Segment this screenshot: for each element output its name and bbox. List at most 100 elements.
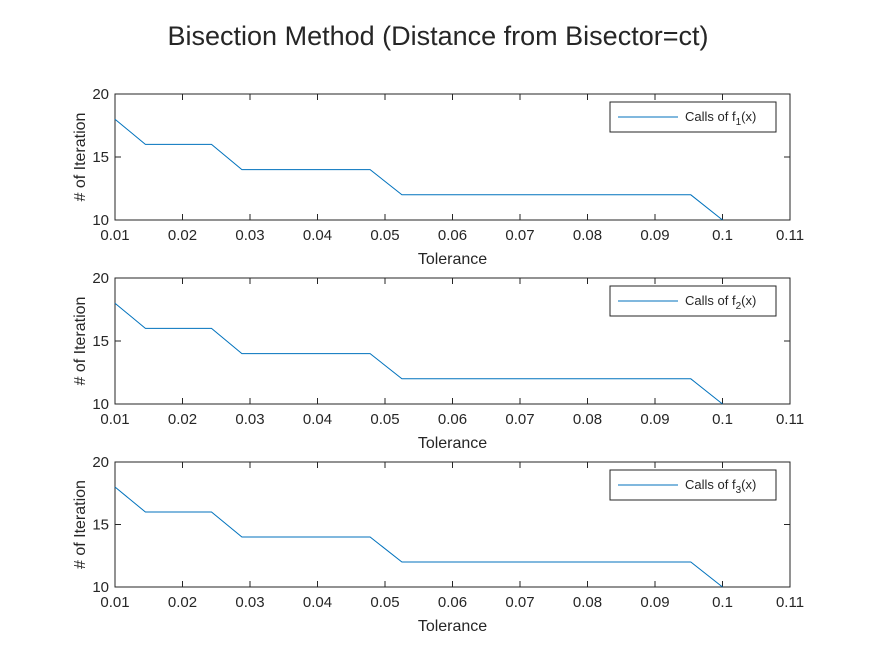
data-point [115, 119, 116, 120]
x-tick-label: 0.08 [573, 227, 602, 244]
y-tick-label: 20 [92, 86, 109, 103]
data-point [211, 144, 212, 145]
data-point [115, 303, 116, 304]
data-point [503, 378, 504, 379]
data-point [401, 378, 402, 379]
x-tick-label: 0.04 [303, 594, 332, 611]
data-point [570, 378, 571, 379]
x-tick-label: 0.09 [640, 227, 669, 244]
x-tick-label: 0.11 [776, 594, 804, 611]
data-point [690, 194, 691, 195]
data-point [115, 487, 116, 488]
legend-label: Calls of f3(x) [685, 477, 756, 496]
data-point [570, 194, 571, 195]
x-tick-label: 0.03 [235, 594, 264, 611]
data-point [604, 194, 605, 195]
data-point [536, 194, 537, 195]
data-point [241, 537, 242, 538]
data-point [307, 353, 308, 354]
x-tick-label: 0.07 [505, 594, 534, 611]
x-tick-label: 0.11 [776, 227, 804, 244]
subplot-2: 0.01 0.02 0.03 0.04 0.05 0.06 0.07 0.08 0.09 0.1 0… [72, 270, 804, 452]
data-point [179, 328, 180, 329]
subplots: 0.01 0.02 0.03 0.04 0.05 0.06 0.07 0.08 0.09 0.1 0… [72, 86, 804, 635]
data-point [340, 353, 341, 354]
x-tick-label: 0.1 [712, 411, 733, 428]
data-point [307, 169, 308, 170]
figure-title: Bisection Method (Distance from Bisector… [168, 21, 709, 51]
x-tick-label: 0.02 [168, 227, 197, 244]
legend-label: Calls of f2(x) [685, 293, 756, 312]
legend-label-prefix: Calls of f [685, 477, 736, 492]
data-point [469, 378, 470, 379]
data-point [370, 537, 371, 538]
x-axis-label: Tolerance [418, 251, 487, 268]
y-tick-label: 20 [92, 270, 109, 287]
data-point [503, 194, 504, 195]
data-point [638, 562, 639, 563]
data-point [145, 144, 146, 145]
data-point [722, 587, 723, 588]
data-point [401, 194, 402, 195]
series-line-1 [114, 118, 723, 221]
data-point [604, 562, 605, 563]
data-point [690, 562, 691, 563]
legend-label-prefix: Calls of f [685, 293, 736, 308]
data-point [536, 562, 537, 563]
data-point [435, 562, 436, 563]
data-point [638, 194, 639, 195]
data-point [638, 378, 639, 379]
legend: Calls of f2(x) [609, 285, 777, 317]
legend-label-suffix: (x) [741, 477, 756, 492]
data-point [307, 537, 308, 538]
x-tick-label: 0.1 [712, 594, 733, 611]
data-point [340, 537, 341, 538]
data-point [570, 562, 571, 563]
x-tick-label: 0.08 [573, 594, 602, 611]
data-point [401, 562, 402, 563]
x-tick-label: 0.03 [235, 227, 264, 244]
x-tick-label: 0.01 [100, 411, 129, 428]
data-point [211, 512, 212, 513]
subplot-1: 0.01 0.02 0.03 0.04 0.05 0.06 0.07 0.08 0.09 0.1 0… [72, 86, 804, 268]
legend: Calls of f3(x) [609, 469, 777, 501]
x-tick-label: 0.11 [776, 411, 804, 428]
x-tick-label: 0.1 [712, 227, 733, 244]
x-tick-label: 0.08 [573, 411, 602, 428]
x-tick-label: 0.04 [303, 227, 332, 244]
data-point [211, 328, 212, 329]
x-tick-label: 0.09 [640, 411, 669, 428]
data-point [469, 562, 470, 563]
data-point [722, 404, 723, 405]
y-tick-label: 10 [92, 212, 109, 229]
data-point [179, 512, 180, 513]
data-point [435, 194, 436, 195]
subplot-3: 0.01 0.02 0.03 0.04 0.05 0.06 0.07 0.08 0.09 0.1 0… [72, 454, 804, 635]
x-tick-label: 0.07 [505, 227, 534, 244]
x-tick-label: 0.01 [100, 227, 129, 244]
legend-label-subscript: 2 [736, 301, 742, 312]
data-point [370, 169, 371, 170]
data-point [145, 512, 146, 513]
y-tick-label: 15 [92, 149, 109, 166]
x-tick-label: 0.06 [438, 227, 467, 244]
data-point [340, 169, 341, 170]
data-point [435, 378, 436, 379]
legend: Calls of f1(x) [609, 101, 777, 133]
x-tick-label: 0.02 [168, 594, 197, 611]
legend-label-subscript: 1 [736, 117, 742, 128]
series-line-1 [114, 486, 723, 588]
legend-label-subscript: 3 [736, 485, 742, 496]
x-tick-label: 0.09 [640, 594, 669, 611]
data-point [536, 378, 537, 379]
data-point [722, 220, 723, 221]
y-axis-label: # of Iteration [72, 480, 89, 569]
y-tick-label: 10 [92, 396, 109, 413]
x-tick-label: 0.06 [438, 594, 467, 611]
x-tick-label: 0.05 [370, 411, 399, 428]
data-point [370, 353, 371, 354]
data-point [179, 144, 180, 145]
x-axis-label: Tolerance [418, 618, 487, 635]
y-tick-label: 15 [92, 333, 109, 350]
